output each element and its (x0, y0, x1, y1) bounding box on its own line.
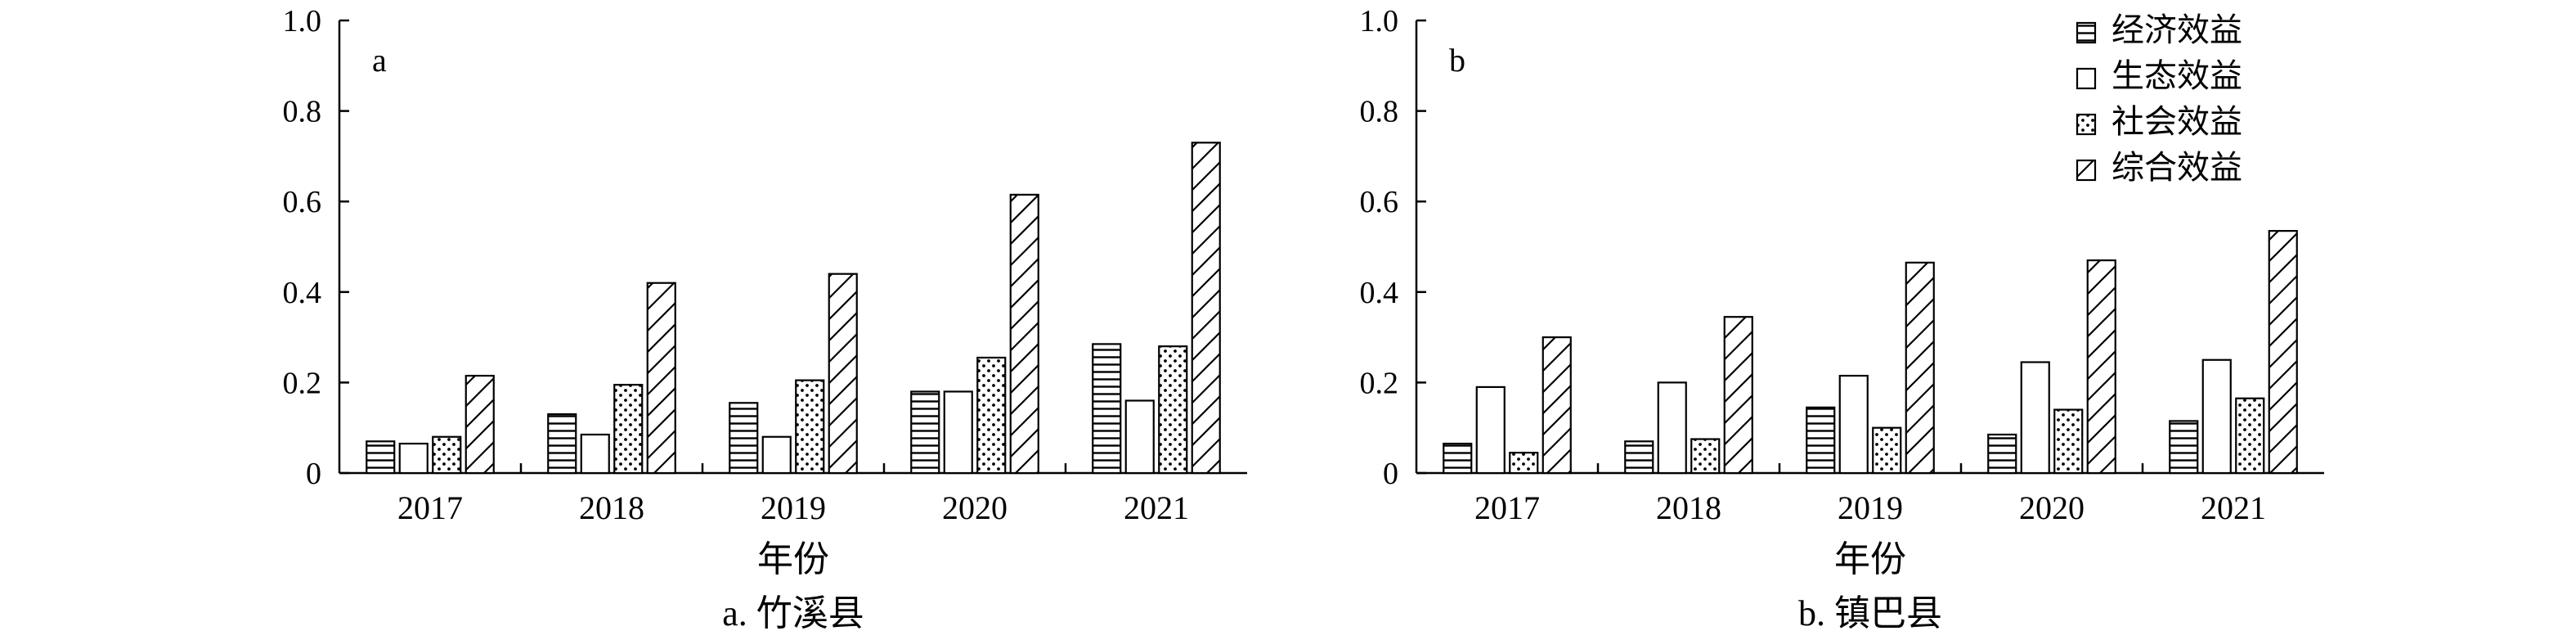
chart-panel-a: 0 0.2 0.4 0.6 0.8 1.0 2017 2018 2019 2020 2021 a 年份 a… (283, 4, 1247, 633)
x-axis-title: 年份 (1834, 539, 1906, 579)
figure-caption: a. 竹溪县 (722, 593, 864, 633)
bar (1723, 316, 1753, 475)
bar (1657, 381, 1687, 475)
bar (366, 440, 396, 475)
bar (2086, 259, 2116, 475)
legend-swatch (2076, 113, 2097, 136)
bar (2053, 408, 2084, 475)
bar (398, 442, 429, 475)
legend-swatch (2076, 159, 2097, 182)
panel-label: b (1449, 42, 1465, 79)
y-tick-label: 1.0 (283, 4, 322, 38)
x-tick-label: 2017 (1474, 489, 1540, 526)
bar (613, 384, 644, 475)
bar (1191, 142, 1221, 475)
x-tick-label: 2020 (2019, 489, 2085, 526)
y-tick-label: 0.6 (1360, 185, 1399, 219)
legend-swatch (2076, 21, 2097, 44)
y-tick-label: 0.6 (283, 185, 322, 219)
bar (2169, 420, 2199, 475)
bar (1806, 406, 1836, 475)
bar (943, 390, 973, 475)
x-tick-label: 2019 (761, 489, 826, 526)
y-tick-label: 1.0 (1360, 4, 1399, 38)
bar (1509, 452, 1539, 475)
bar (2020, 361, 2050, 475)
bar (976, 356, 1007, 475)
y-tick-label: 0 (306, 457, 321, 491)
x-tick-label: 2021 (1124, 489, 1189, 526)
x-tick-label: 2020 (942, 489, 1008, 526)
bar (1838, 375, 1869, 475)
bar (1905, 261, 1935, 475)
bar (646, 282, 676, 475)
bar (828, 273, 858, 475)
bar (1092, 343, 1122, 475)
bar (1475, 385, 1506, 475)
panel-label: a (372, 42, 387, 79)
figure-caption: b. 镇巴县 (1798, 593, 1942, 633)
bar (1443, 442, 1473, 475)
y-tick-label: 0.4 (283, 276, 322, 310)
bar (795, 379, 825, 475)
bar (729, 402, 759, 475)
y-tick-label: 0.4 (1360, 276, 1399, 310)
bar (2235, 397, 2265, 475)
legend-swatch (2076, 67, 2097, 90)
x-tick-label: 2018 (1656, 489, 1721, 526)
bar (2268, 230, 2298, 475)
y-tick-label: 0 (1383, 457, 1398, 491)
bar (1872, 426, 1902, 475)
bar (432, 435, 462, 475)
bar (2201, 358, 2232, 475)
legend-label: 经济效益 (2112, 11, 2242, 48)
bar (1987, 433, 2017, 475)
x-tick-label: 2017 (397, 489, 463, 526)
chart-panels: 0 0.2 0.4 0.6 0.8 1.0 2017 2018 2019 2020 2021 a 年份 a… (283, 4, 2324, 633)
legend-label: 社会效益 (2112, 103, 2242, 140)
legend-label: 生态效益 (2112, 57, 2242, 94)
bar (910, 390, 940, 475)
bar (1624, 440, 1654, 475)
bar (1542, 336, 1572, 475)
bar (547, 413, 577, 475)
bar (1124, 399, 1155, 475)
x-tick-label: 2018 (579, 489, 644, 526)
y-tick-label: 0.2 (1360, 366, 1399, 400)
x-tick-label: 2021 (2201, 489, 2266, 526)
bar (1690, 438, 1721, 475)
bar (1009, 193, 1039, 475)
bar (580, 433, 610, 475)
x-tick-label: 2019 (1838, 489, 1903, 526)
y-tick-label: 0.8 (283, 95, 322, 129)
chart-panel-b: 0 0.2 0.4 0.6 0.8 1.0 2017 2018 2019 2020 2021 b 年份 b… (1360, 4, 2324, 633)
y-tick-label: 0.8 (1360, 95, 1399, 129)
bar (1158, 345, 1188, 475)
legend-label: 综合效益 (2112, 149, 2242, 186)
bar (761, 435, 792, 475)
x-axis-title: 年份 (757, 539, 829, 579)
bar (464, 375, 495, 475)
y-tick-label: 0.2 (283, 366, 322, 400)
